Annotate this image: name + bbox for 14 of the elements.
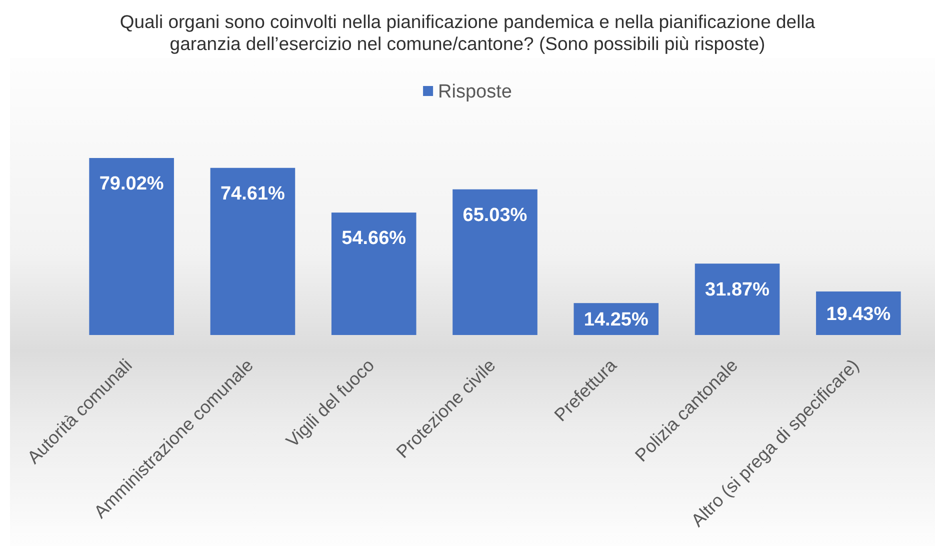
bar [694, 264, 780, 335]
legend-label: Risposte [438, 82, 512, 103]
data-label: 54.66% [342, 228, 406, 250]
data-label: 19.43% [826, 304, 891, 325]
bar [210, 168, 296, 335]
chart-title: Quali organi sono coinvolti nella pianificazione pandemica e nella pianificazione della garanzia dell’esercizio nel comune/cantone? (Sono possibili più risposte) [120, 11, 816, 54]
bar [452, 189, 538, 335]
data-label: 14.25% [584, 310, 648, 331]
data-label: 31.87% [705, 279, 770, 300]
data-label: 65.03% [462, 204, 528, 226]
data-label: 79.02% [99, 174, 164, 195]
bar [331, 212, 416, 335]
bar [89, 158, 174, 335]
data-label: 74.61% [220, 184, 286, 205]
